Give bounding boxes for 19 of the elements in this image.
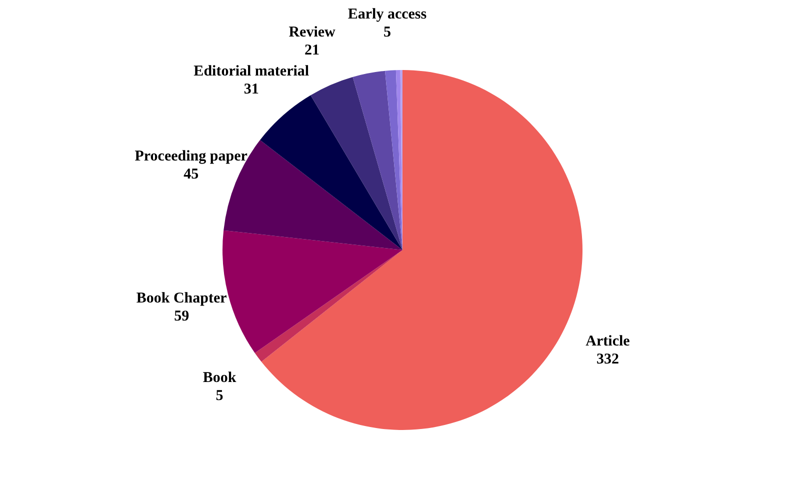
pie-slice bbox=[260, 95, 402, 250]
pie-slice bbox=[310, 77, 402, 250]
data-label: 31 bbox=[244, 81, 259, 98]
data-label: 5 bbox=[383, 24, 391, 41]
slice-label: Early access bbox=[348, 6, 427, 23]
slice-label: Book bbox=[202, 370, 237, 386]
slice-label: Review bbox=[288, 24, 336, 41]
pie-slice bbox=[352, 70, 402, 250]
data-label: 21 bbox=[304, 42, 320, 59]
data-label: 59 bbox=[174, 308, 190, 324]
data-label: 45 bbox=[184, 166, 199, 183]
pie-slice bbox=[384, 70, 402, 250]
pie-slice bbox=[254, 250, 402, 362]
slice-label: Article bbox=[586, 333, 630, 350]
slice-label: Proceeding paper bbox=[134, 148, 248, 165]
slice-label: Editorial material bbox=[194, 63, 310, 80]
slice-label: Book Chapter bbox=[136, 290, 228, 306]
data-label: 332 bbox=[596, 351, 619, 368]
data-label: 5 bbox=[216, 388, 224, 404]
